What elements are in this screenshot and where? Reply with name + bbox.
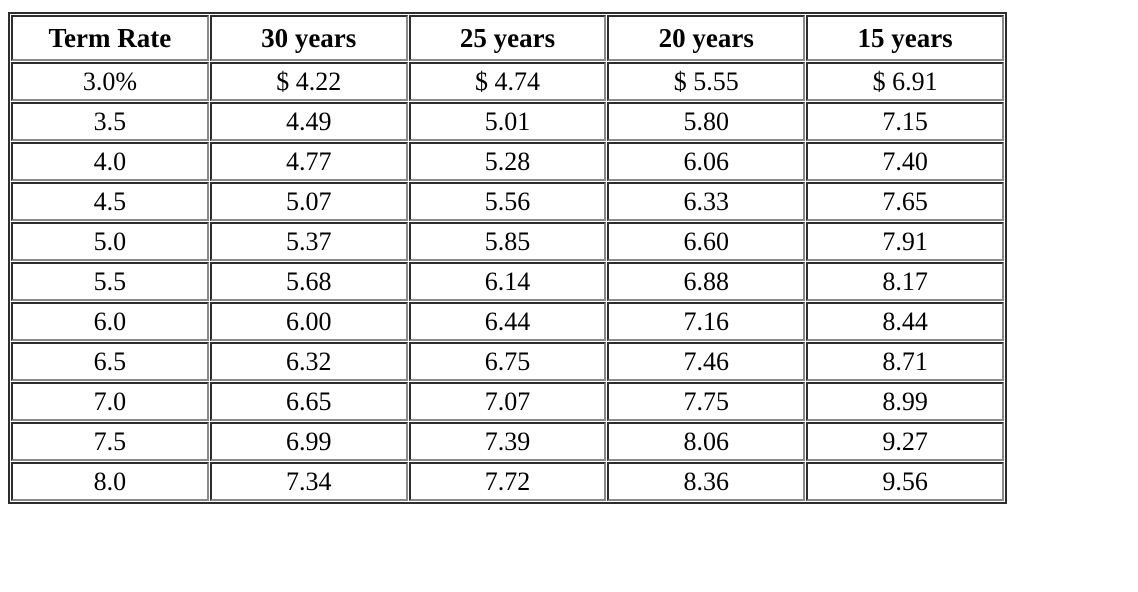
payment-factor-cell: 6.14 <box>408 262 607 301</box>
payment-factor-cell: 6.33 <box>607 182 806 221</box>
rate-table-header: Term Rate 30 years 25 years 20 years 15 year… <box>11 15 1004 61</box>
payment-factor-cell: 5.80 <box>607 102 806 141</box>
header-row: Term Rate 30 years 25 years 20 years 15 year… <box>11 15 1004 61</box>
payment-factor-cell: 6.06 <box>607 142 806 181</box>
payment-factor-cell: 6.75 <box>408 342 607 381</box>
term-rate-cell: 8.0 <box>11 462 209 501</box>
payment-factor-cell: 5.68 <box>209 262 408 301</box>
column-header-25-years: 25 years <box>408 15 607 61</box>
payment-factor-cell: 7.15 <box>806 102 1004 141</box>
table-row: 8.0 7.34 7.72 8.36 9.56 <box>11 462 1004 501</box>
payment-factor-cell: 4.77 <box>209 142 408 181</box>
payment-factor-cell: 8.44 <box>806 302 1004 341</box>
payment-factor-cell: 7.07 <box>408 382 607 421</box>
column-header-20-years: 20 years <box>607 15 806 61</box>
payment-factor-cell: 6.32 <box>209 342 408 381</box>
column-header-15-years: 15 years <box>806 15 1004 61</box>
payment-factor-cell: 7.46 <box>607 342 806 381</box>
table-row: 3.0% $ 4.22 $ 4.74 $ 5.55 $ 6.91 <box>11 62 1004 101</box>
term-rate-cell: 5.0 <box>11 222 209 261</box>
payment-factor-cell: 8.06 <box>607 422 806 461</box>
payment-factor-cell: 7.40 <box>806 142 1004 181</box>
term-rate-cell: 3.5 <box>11 102 209 141</box>
payment-factor-cell: 8.99 <box>806 382 1004 421</box>
term-rate-cell: 3.0% <box>11 62 209 101</box>
payment-factor-cell: 6.60 <box>607 222 806 261</box>
term-rate-cell: 7.0 <box>11 382 209 421</box>
payment-factor-cell: $ 4.74 <box>408 62 607 101</box>
table-row: 7.0 6.65 7.07 7.75 8.99 <box>11 382 1004 421</box>
term-rate-cell: 7.5 <box>11 422 209 461</box>
payment-factor-cell: 6.88 <box>607 262 806 301</box>
payment-factor-cell: 7.75 <box>607 382 806 421</box>
table-row: 7.5 6.99 7.39 8.06 9.27 <box>11 422 1004 461</box>
payment-factor-cell: 6.44 <box>408 302 607 341</box>
payment-factor-cell: 5.37 <box>209 222 408 261</box>
term-rate-cell: 6.5 <box>11 342 209 381</box>
term-rate-cell: 4.0 <box>11 142 209 181</box>
payment-factor-cell: 8.36 <box>607 462 806 501</box>
table-row: 5.0 5.37 5.85 6.60 7.91 <box>11 222 1004 261</box>
payment-factor-cell: 6.99 <box>209 422 408 461</box>
column-header-30-years: 30 years <box>209 15 408 61</box>
payment-factor-cell: 6.00 <box>209 302 408 341</box>
payment-factor-cell: 8.17 <box>806 262 1004 301</box>
payment-factor-cell: 5.56 <box>408 182 607 221</box>
payment-factor-cell: $ 6.91 <box>806 62 1004 101</box>
payment-factor-cell: 5.85 <box>408 222 607 261</box>
table-row: 6.0 6.00 6.44 7.16 8.44 <box>11 302 1004 341</box>
payment-factor-cell: 9.27 <box>806 422 1004 461</box>
payment-factor-cell: 7.72 <box>408 462 607 501</box>
payment-factor-cell: 7.34 <box>209 462 408 501</box>
payment-factor-cell: 5.01 <box>408 102 607 141</box>
term-rate-cell: 6.0 <box>11 302 209 341</box>
payment-factor-cell: 8.71 <box>806 342 1004 381</box>
payment-factor-cell: 9.56 <box>806 462 1004 501</box>
payment-factor-cell: 7.91 <box>806 222 1004 261</box>
table-row: 3.5 4.49 5.01 5.80 7.15 <box>11 102 1004 141</box>
term-rate-cell: 4.5 <box>11 182 209 221</box>
payment-factor-cell: 5.07 <box>209 182 408 221</box>
payment-factor-cell: 5.28 <box>408 142 607 181</box>
payment-factor-cell: $ 4.22 <box>209 62 408 101</box>
column-header-term-rate: Term Rate <box>11 15 209 61</box>
payment-factor-cell: $ 5.55 <box>607 62 806 101</box>
payment-factor-cell: 7.16 <box>607 302 806 341</box>
payment-factor-cell: 7.39 <box>408 422 607 461</box>
table-row: 4.0 4.77 5.28 6.06 7.40 <box>11 142 1004 181</box>
mortgage-rate-table: Term Rate 30 years 25 years 20 years 15 year… <box>8 12 1007 504</box>
table-row: 5.5 5.68 6.14 6.88 8.17 <box>11 262 1004 301</box>
table-row: 4.5 5.07 5.56 6.33 7.65 <box>11 182 1004 221</box>
table-row: 6.5 6.32 6.75 7.46 8.71 <box>11 342 1004 381</box>
payment-factor-cell: 7.65 <box>806 182 1004 221</box>
payment-factor-cell: 6.65 <box>209 382 408 421</box>
rate-table-body: 3.0% $ 4.22 $ 4.74 $ 5.55 $ 6.91 3.5 4.49 5.01 5… <box>11 62 1004 501</box>
payment-factor-cell: 4.49 <box>209 102 408 141</box>
term-rate-cell: 5.5 <box>11 262 209 301</box>
